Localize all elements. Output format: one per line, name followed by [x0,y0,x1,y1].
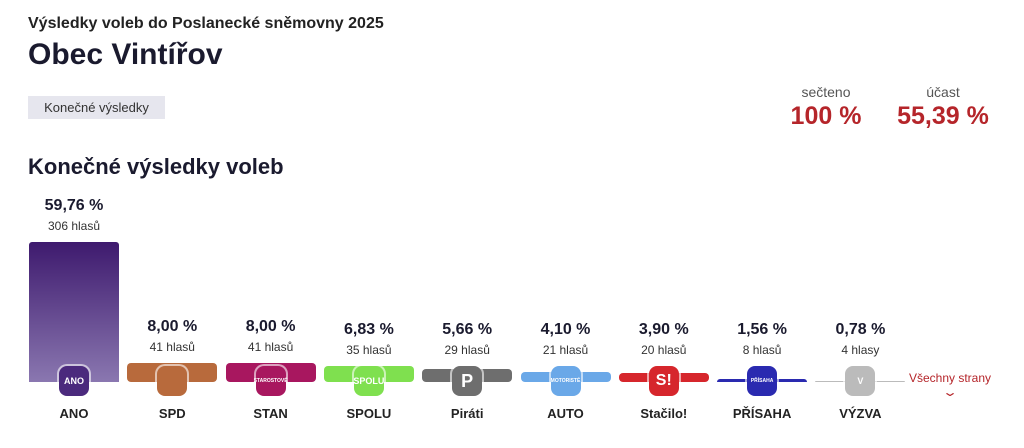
logo-text: S! [655,372,672,389]
party-name: AUTO [547,406,584,421]
percentage-label: 0,78 % [835,321,886,338]
party-logo-icon: V [845,366,876,396]
party-name: VÝZVA [839,406,882,421]
percentage-label: 8,00 % [245,318,296,335]
votes-label: 41 hlasů [247,340,294,354]
party-name: SPOLU [346,406,392,421]
counted-value: 100 % [790,102,862,130]
logo-text: P [461,370,474,391]
party-logo-icon: STAROSTOVÉ [253,366,288,396]
party-column[interactable]: 4,10 % 21 hlasů MOTORISTÉ AUTO [520,190,612,430]
party-column[interactable]: 8,00 % 41 hlasů STAROSTOVÉ STAN [225,190,317,430]
party-name: Stačilo! [640,406,688,421]
votes-label: 41 hlasů [149,340,195,354]
all-parties-link[interactable]: Všechny strany ⌄ [905,371,995,399]
party-name: STAN [253,406,288,421]
votes-label: 4 hlasy [841,343,880,357]
percentage-label: 59,76 % [44,197,104,214]
percentage-label: 5,66 % [442,321,493,338]
party-column[interactable]: 8,00 % 41 hlasů SPD [126,190,218,430]
percentage-label: 4,10 % [540,321,591,338]
votes-label: 35 hlasů [346,343,392,357]
party-logo-icon [157,366,188,396]
logo-text: ANO [64,376,84,386]
chevron-down-icon: ⌄ [941,385,959,399]
votes-label: 29 hlasů [444,343,490,357]
party-column[interactable]: 1,56 % 8 hlasů PŘÍSAHA PŘÍSAHA [716,190,808,430]
party-logo-icon: P [452,366,483,396]
section-title: Konečné výsledky voleb [28,154,284,179]
counted-label: sečteno [801,84,851,100]
page-title: Obec Vintířov [28,38,223,71]
percentage-label: 3,90 % [638,321,689,338]
percentage-label: 6,83 % [343,321,394,338]
party-logo-icon: ANO [59,366,89,396]
party-column[interactable]: 6,83 % 35 hlasů SPOLU SPOLU [323,190,415,430]
party-column[interactable]: 0,78 % 4 hlasy V VÝZVA [814,190,906,430]
bar [29,242,119,382]
party-logo-icon: S! [648,366,679,396]
party-name: SPD [158,406,186,421]
party-name: Piráti [450,406,484,421]
votes-label: 21 hlasů [542,343,589,357]
turnout-stat: účast 55,39 % [888,84,998,131]
party-name: PŘÍSAHA [732,406,792,421]
party-logo-icon: MOTORISTÉ [550,366,581,396]
logo-text: SPOLU [353,376,385,386]
logo-text: PŘÍSAHA [750,378,774,384]
counted-stat: sečteno 100 % [786,84,866,131]
party-logo-icon: PŘÍSAHA [747,366,778,396]
turnout-value: 55,39 % [897,102,989,130]
party-name: ANO [59,406,89,421]
party-column[interactable]: 3,90 % 20 hlasů S! Stačilo! [618,190,710,430]
logo-text: STAROSTOVÉ [253,378,288,384]
all-parties-label: Všechny strany [908,371,992,385]
turnout-label: účast [926,84,960,100]
logo-text: V [857,376,864,386]
votes-label: 20 hlasů [641,343,687,357]
party-logo-icon: SPOLU [353,366,385,396]
votes-label: 306 hlasů [47,219,101,233]
percentage-label: 8,00 % [147,318,198,335]
election-subtitle: Výsledky voleb do Poslanecké sněmovny 20… [28,15,384,32]
party-column[interactable]: 5,66 % 29 hlasů P Piráti [421,190,513,430]
party-column[interactable]: 59,76 % 306 hlasů ANO ANO [28,190,120,430]
results-status-badge: Konečné výsledky [28,96,165,119]
votes-label: 8 hlasů [742,343,782,357]
logo-text: MOTORISTÉ [550,378,581,384]
percentage-label: 1,56 % [737,321,787,338]
